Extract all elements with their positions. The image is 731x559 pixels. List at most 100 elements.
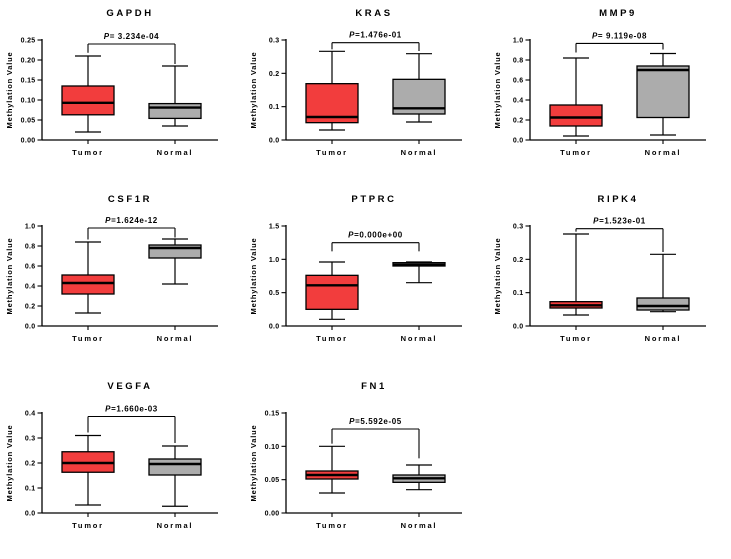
y-tick-label: 0.0	[513, 324, 524, 331]
boxplot-svg-ripk4: RIPK4 0.0 0.1 0.2 0.3 Tumor Normal Methylation …	[493, 194, 706, 343]
tumor-box	[61, 85, 115, 116]
y-tick-label: 0.1	[269, 104, 280, 111]
normal-box-group	[148, 238, 202, 286]
y-tick-label: 0.2	[269, 71, 280, 78]
normal-box-group	[392, 53, 446, 123]
panel-kras: KRAS 0.0 0.1 0.2 0.3 Tumor Normal Methylation V…	[244, 0, 488, 186]
tumor-box-group	[305, 445, 359, 494]
panel-gapdh: GAPDH 0.00 0.05 0.10 0.15 0.20 0.25 Tumor Normal…	[0, 0, 244, 186]
x-category-label-tumor: Tumor	[316, 521, 348, 530]
y-tick-label: 0.2	[25, 304, 36, 311]
boxplot-svg-kras: KRAS 0.0 0.1 0.2 0.3 Tumor Normal Methylation V…	[249, 8, 462, 157]
panel-csf1r: CSF1R 0.0 0.2 0.4 0.6 0.8 1.0 Tumor Normal Methyl…	[0, 186, 244, 372]
x-category-label-tumor: Tumor	[316, 334, 348, 343]
p-value-label: P= 3.234e-04	[104, 32, 159, 41]
gene-title-ptprc: PTPRC	[351, 194, 396, 205]
boxplot-svg-ptprc: PTPRC 0.0 0.5 1.0 1.5 Tumor Normal Methylation …	[249, 194, 462, 343]
empty-cell	[487, 373, 731, 559]
significance-bracket	[87, 43, 176, 65]
y-axis-label: Methylation Value	[493, 238, 502, 315]
normal-box-group	[392, 261, 446, 284]
normal-box-group	[392, 464, 446, 491]
y-axis-label: Methylation Value	[5, 52, 14, 129]
y-tick-label: 1.0	[513, 38, 524, 45]
p-value-label: P=5.592e-05	[349, 417, 402, 426]
y-tick-label: 0.0	[269, 138, 280, 145]
gene-title-ripk4: RIPK4	[597, 194, 638, 205]
y-axis-label: Methylation Value	[5, 238, 14, 315]
tumor-box-group	[61, 241, 115, 315]
x-category-label-tumor: Tumor	[316, 148, 348, 157]
y-tick-label: 0.00	[265, 510, 280, 517]
y-tick-label: 0.20	[21, 58, 36, 65]
significance-bracket	[331, 428, 420, 459]
boxplot-svg-gapdh: GAPDH 0.00 0.05 0.10 0.15 0.20 0.25 Tumor Normal…	[5, 8, 219, 157]
y-tick-label: 0.10	[21, 98, 36, 105]
normal-box	[636, 297, 690, 312]
y-tick-label: 0.3	[513, 224, 524, 231]
p-value-label: P=1.660e-03	[106, 404, 159, 413]
x-category-label-normal: Normal	[401, 148, 438, 157]
normal-box-group	[148, 65, 202, 127]
y-axis-label: Methylation Value	[249, 238, 258, 315]
y-tick-label: 0.6	[25, 264, 36, 271]
panel-fn1: FN1 0.00 0.05 0.10 0.15 Tumor Normal Methylatio…	[244, 373, 488, 559]
x-category-label-normal: Normal	[401, 521, 438, 530]
significance-bracket	[331, 42, 420, 52]
y-tick-label: 0.0	[269, 324, 280, 331]
boxplot-svg-mmp9: MMP9 0.0 0.2 0.4 0.6 0.8 1.0 Tumor Normal Methyla…	[493, 8, 706, 157]
gene-title-kras: KRAS	[355, 8, 392, 19]
p-value-label: P= 9.119e-08	[592, 32, 647, 41]
y-tick-label: 0.6	[513, 78, 524, 85]
tumor-box	[61, 274, 115, 296]
y-tick-label: 0.05	[21, 118, 36, 125]
p-value-label: P=1.624e-12	[106, 216, 159, 225]
y-tick-label: 0.0	[25, 324, 36, 331]
gene-title-vegfa: VEGFA	[108, 381, 153, 392]
significance-bracket	[87, 415, 176, 443]
y-tick-label: 0.8	[513, 58, 524, 65]
x-category-label-tumor: Tumor	[560, 334, 592, 343]
normal-box-group	[636, 254, 690, 313]
tumor-box-group	[549, 57, 603, 137]
x-category-label-normal: Normal	[157, 521, 194, 530]
panel-vegfa: VEGFA 0.0 0.1 0.2 0.3 0.4 Tumor Normal Methylati…	[0, 373, 244, 559]
y-axis-label: Methylation Value	[5, 424, 14, 501]
tumor-box-group	[61, 55, 115, 133]
p-value-label: P=0.000e+00	[348, 231, 403, 240]
boxplot-svg-vegfa: VEGFA 0.0 0.1 0.2 0.3 0.4 Tumor Normal Methylati…	[5, 381, 219, 530]
significance-bracket	[575, 43, 664, 53]
y-tick-label: 0.2	[513, 257, 524, 264]
x-category-label-tumor: Tumor	[72, 148, 104, 157]
gene-title-mmp9: MMP9	[599, 8, 637, 19]
x-category-label-tumor: Tumor	[560, 148, 592, 157]
significance-bracket	[87, 227, 176, 240]
boxplot-svg-fn1: FN1 0.00 0.05 0.10 0.15 Tumor Normal Methylatio…	[249, 381, 462, 530]
x-category-label-normal: Normal	[157, 334, 194, 343]
x-category-label-normal: Normal	[157, 148, 194, 157]
y-tick-label: 1.0	[25, 224, 36, 231]
y-tick-label: 0.15	[21, 78, 36, 85]
y-tick-label: 0.05	[265, 477, 280, 484]
tumor-box-group	[305, 261, 359, 321]
gene-title-csf1r: CSF1R	[108, 194, 152, 205]
y-axis-label: Methylation Value	[249, 424, 258, 501]
boxplot-svg-csf1r: CSF1R 0.0 0.2 0.4 0.6 0.8 1.0 Tumor Normal Methyl…	[5, 194, 219, 343]
x-category-label-normal: Normal	[644, 148, 681, 157]
y-tick-label: 0.5	[269, 291, 280, 298]
y-tick-label: 0.00	[21, 138, 36, 145]
normal-box-group	[148, 445, 202, 507]
y-tick-label: 0.25	[21, 38, 36, 45]
tumor-box-group	[549, 233, 603, 317]
y-tick-label: 0.4	[25, 410, 36, 417]
normal-box-group	[636, 53, 690, 136]
y-tick-label: 0.3	[25, 435, 36, 442]
panel-mmp9: MMP9 0.0 0.2 0.4 0.6 0.8 1.0 Tumor Normal Methyla…	[487, 0, 731, 186]
x-category-label-normal: Normal	[644, 334, 681, 343]
y-axis-label: Methylation Value	[493, 52, 502, 129]
significance-bracket	[331, 242, 420, 252]
x-category-label-tumor: Tumor	[72, 521, 104, 530]
y-axis-label: Methylation Value	[249, 52, 258, 129]
tumor-box	[549, 104, 603, 127]
y-tick-label: 0.8	[25, 244, 36, 251]
